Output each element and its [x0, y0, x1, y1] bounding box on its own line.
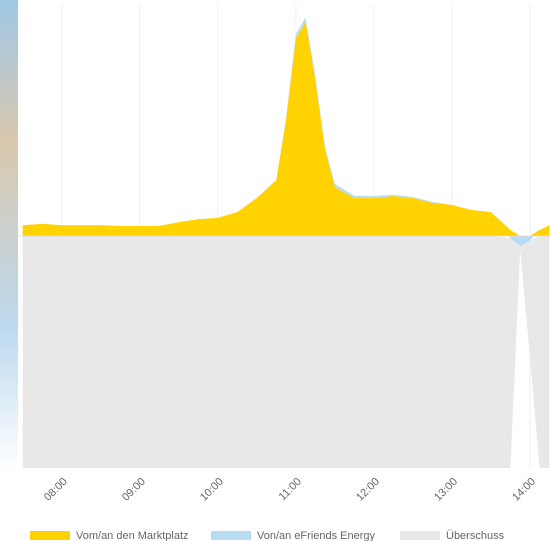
legend-label: Vom/an den Marktplatz — [76, 530, 189, 541]
x-tick-label: 10:00 — [198, 476, 226, 504]
legend-swatch — [30, 531, 70, 540]
legend-label: Überschuss — [446, 530, 505, 541]
x-tick-label: 13:00 — [432, 476, 460, 504]
legend-swatch — [400, 531, 440, 540]
legend-swatch — [211, 531, 251, 540]
x-tick-label: 09:00 — [120, 476, 148, 504]
x-tick-label: 08:00 — [42, 476, 70, 504]
chart: 08:00 09:00 10:00 11:00 12:00 13:00 14:00 Vom/… — [0, 0, 551, 541]
area — [23, 236, 550, 468]
x-tick-label: 12:00 — [354, 476, 382, 504]
x-tick-label: 14:00 — [510, 476, 538, 504]
x-axis: 08:00 09:00 10:00 11:00 12:00 13:00 14:00 — [42, 476, 538, 504]
x-tick-label: 11:00 — [277, 476, 304, 503]
background-photo — [0, 0, 18, 470]
legend-label: Von/an eFriends Energy — [257, 530, 376, 541]
legend: Vom/an den Marktplatz Von/an eFriends Ene… — [30, 530, 505, 541]
